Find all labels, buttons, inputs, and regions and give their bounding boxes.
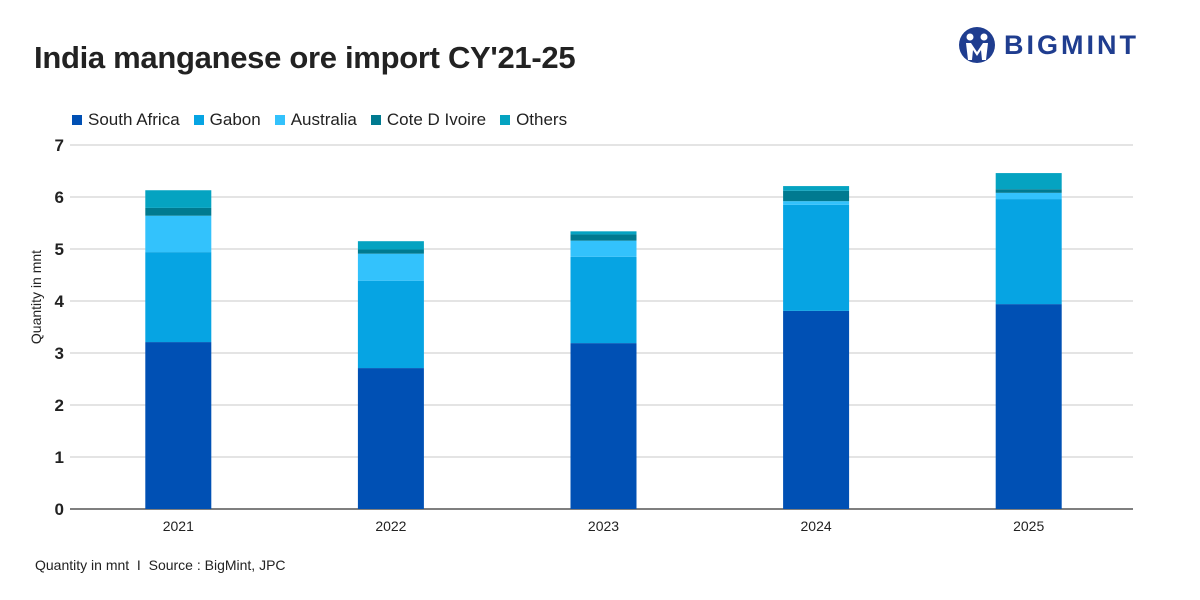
footer-source: Quantity in mnt I Source : BigMint, JPC <box>35 557 286 573</box>
bar-segment-cote-d-ivoire-2023 <box>570 234 637 241</box>
bar-segment-south-africa-2021 <box>145 342 212 509</box>
bar-segment-south-africa-2025 <box>995 304 1062 509</box>
bigmint-logo: BIGMINT <box>958 26 1139 64</box>
legend-label: South Africa <box>88 110 180 129</box>
legend-label: Australia <box>290 110 357 129</box>
bar-segment-south-africa-2024 <box>783 310 850 509</box>
bar-segment-australia-2021 <box>145 215 212 253</box>
bigmint-logo-icon <box>959 27 995 63</box>
bar-segment-gabon-2022 <box>357 280 424 369</box>
bar-segment-gabon-2023 <box>570 256 637 344</box>
bar-segment-south-africa-2023 <box>570 343 637 509</box>
bar-segment-others-2023 <box>570 231 637 235</box>
bar-segment-gabon-2025 <box>995 199 1062 305</box>
bar-segment-others-2024 <box>783 186 850 191</box>
x-tick-label: 2024 <box>801 518 832 534</box>
x-tick-label: 2022 <box>375 518 406 534</box>
legend-item: Cote D Ivoire <box>370 110 487 130</box>
x-tick-label: 2023 <box>588 518 619 534</box>
bar-segment-gabon-2024 <box>783 204 850 311</box>
y-tick-label: 6 <box>55 188 64 207</box>
legend-item: Others <box>500 110 567 130</box>
y-tick-label: 3 <box>55 344 64 363</box>
y-tick-label: 5 <box>55 240 64 259</box>
bar-segment-cote-d-ivoire-2025 <box>995 189 1062 193</box>
bar-segment-cote-d-ivoire-2021 <box>145 207 212 216</box>
y-tick-label: 4 <box>55 292 65 311</box>
legend-item: Australia <box>274 110 357 130</box>
legend-swatch <box>193 115 204 125</box>
y-tick-label: 7 <box>55 136 64 155</box>
chart-title: India manganese ore import CY'21-25 <box>34 40 576 75</box>
legend-swatch <box>72 115 82 125</box>
legend-item: South Africa <box>72 110 180 130</box>
bar-segment-australia-2023 <box>570 240 637 257</box>
bar-segment-others-2022 <box>357 241 424 250</box>
bar-segment-australia-2025 <box>995 192 1062 200</box>
legend-swatch <box>370 115 381 125</box>
bar-segment-cote-d-ivoire-2024 <box>783 190 850 202</box>
bar-segment-others-2025 <box>995 173 1062 190</box>
y-tick-label: 1 <box>55 448 64 467</box>
bar-segment-south-africa-2022 <box>357 368 424 509</box>
legend-swatch <box>500 115 511 125</box>
legend-item: Gabon <box>193 110 261 130</box>
x-tick-label: 2025 <box>1013 518 1044 534</box>
legend-swatch <box>274 115 285 125</box>
legend-label: Cote D Ivoire <box>386 110 487 129</box>
y-axis-label: Quantity in mnt <box>28 250 44 344</box>
bar-segment-others-2021 <box>145 190 212 208</box>
y-tick-label: 2 <box>55 396 64 415</box>
legend-label: Others <box>516 110 568 129</box>
bar-segment-cote-d-ivoire-2022 <box>357 249 424 254</box>
y-tick-label: 0 <box>55 500 64 519</box>
bar-segment-australia-2022 <box>357 253 424 281</box>
bar-segment-australia-2024 <box>783 201 850 205</box>
bigmint-logo-text: BIGMINT <box>1004 29 1139 60</box>
x-tick-label: 2021 <box>163 518 194 534</box>
bar-segment-gabon-2021 <box>145 252 212 343</box>
legend: South Africa Gabon Australia Cote D Ivoire O… <box>72 110 567 130</box>
legend-label: Gabon <box>209 110 261 129</box>
